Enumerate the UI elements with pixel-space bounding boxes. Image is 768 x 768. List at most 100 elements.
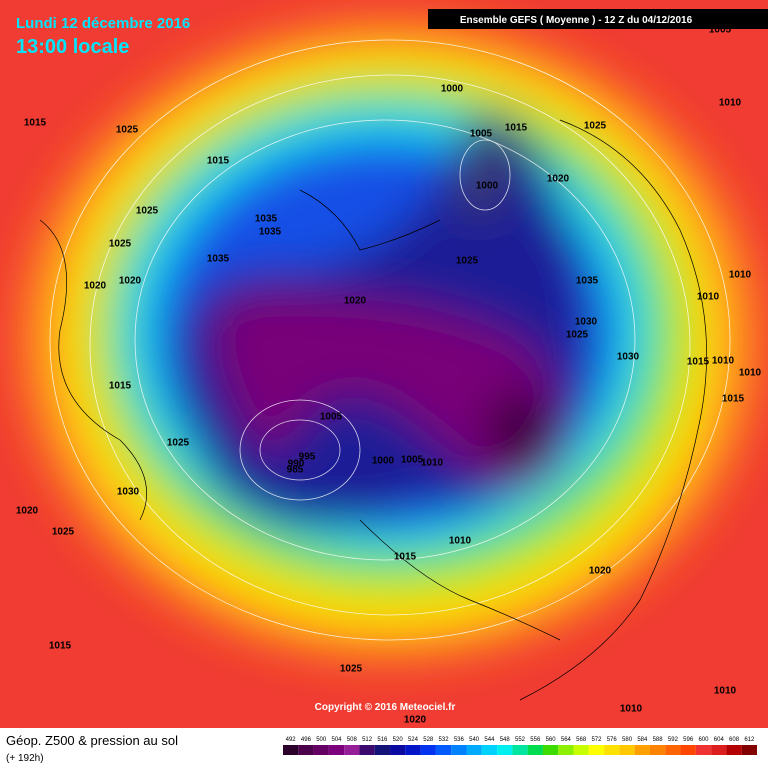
- colorbar-label: 544: [484, 737, 495, 743]
- colorbar-swatch: [542, 745, 559, 755]
- isobar-label: 1000: [476, 181, 499, 192]
- isobar-label: 1035: [576, 276, 599, 287]
- isobar-label: 1010: [729, 270, 752, 281]
- colorbar-swatch: [588, 745, 605, 755]
- isobar-label: 1000: [372, 456, 395, 467]
- isobar-label: 1025: [340, 664, 363, 675]
- date: Lundi 12 décembre 2016: [16, 15, 190, 32]
- colorbar-label: 604: [714, 737, 725, 743]
- colorbar-swatch: [558, 745, 574, 755]
- colorbar-swatch: [374, 745, 391, 755]
- isobar-label: 1020: [547, 174, 570, 185]
- isobar-label: 1030: [617, 352, 640, 363]
- colorbar-label: 508: [347, 737, 358, 743]
- isobar-label: 1025: [116, 125, 139, 136]
- colorbar-swatch: [634, 745, 650, 755]
- colorbar-label: 492: [286, 737, 297, 743]
- isobar-label: 1015: [207, 156, 230, 167]
- colorbar-swatch: [497, 745, 513, 755]
- isobar-label: 1020: [589, 566, 612, 577]
- isobar-label: 1005: [470, 129, 493, 140]
- colorbar-label: 592: [668, 737, 679, 743]
- isobar-label: 1010: [421, 458, 444, 469]
- colorbar-swatch: [680, 745, 696, 755]
- isobar-label: 1015: [24, 118, 47, 129]
- colorbar-swatch: [573, 745, 589, 755]
- colorbar-swatch: [435, 745, 452, 755]
- colorbar-label: 556: [530, 737, 541, 743]
- colorbar-label: 596: [683, 737, 694, 743]
- colorbar-swatch: [481, 745, 498, 755]
- colorbar-swatch: [726, 745, 742, 755]
- isobar-label: 1000: [441, 84, 464, 95]
- legend-title: Géop. Z500 & pression au sol: [6, 733, 178, 748]
- colorbar-label: 496: [301, 737, 312, 743]
- colorbar-swatch: [344, 745, 360, 755]
- isobar-label: 1005: [709, 25, 732, 36]
- colorbar-swatch: [466, 745, 482, 755]
- colorbar-label: 540: [469, 737, 480, 743]
- isobar-label: 1025: [584, 121, 607, 132]
- colorbar-label: 560: [546, 737, 557, 743]
- isobar-label: 1015: [722, 394, 745, 405]
- colorbar-swatch: [420, 745, 436, 755]
- colorbar-label: 524: [408, 737, 419, 743]
- colorbar-label: 536: [454, 737, 465, 743]
- colorbar-swatch: [328, 745, 345, 755]
- colorbar-label: 548: [500, 737, 511, 743]
- isobar-label: 985: [287, 465, 304, 476]
- isobar-label: 1010: [719, 98, 742, 109]
- time: 13:00 locale: [16, 36, 129, 58]
- colorbar-label: 564: [561, 737, 572, 743]
- copyright: Copyright © 2016 Meteociel.fr: [315, 702, 456, 713]
- colorbar-swatch: [390, 745, 406, 755]
- colorbar-swatch: [695, 745, 712, 755]
- colorbar-label: 504: [332, 737, 343, 743]
- colorbar-label: 528: [423, 737, 434, 743]
- isobar-label: 995: [299, 452, 316, 463]
- isobar-label: 1010: [449, 536, 472, 547]
- colorbar-swatch: [604, 745, 620, 755]
- isobar-label: 1025: [456, 256, 479, 267]
- isobar-label: 1020: [344, 296, 367, 307]
- colorbar-label: 500: [316, 737, 327, 743]
- isobar-label: 1015: [49, 641, 72, 652]
- colorbar-swatch: [665, 745, 681, 755]
- isobars: [49, 39, 731, 641]
- geopotential-field: [20, 20, 760, 660]
- isobar-label: 1010: [620, 704, 643, 715]
- colorbar-swatch: [512, 745, 528, 755]
- colorbar-swatch: [649, 745, 666, 755]
- colorbar-label: 612: [744, 737, 755, 743]
- isobar-label: 1010: [714, 686, 737, 697]
- isobar-label: 1025: [136, 206, 159, 217]
- colorbar-label: 580: [622, 737, 633, 743]
- isobar-label: 1025: [167, 438, 190, 449]
- colorbar-label: 572: [591, 737, 602, 743]
- isobar-label: 1015: [687, 357, 710, 368]
- colorbar-label: 520: [393, 737, 404, 743]
- colorbar-swatch: [283, 745, 299, 755]
- lead-time: (+ 192h): [6, 753, 44, 764]
- colorbar-swatch: [741, 745, 757, 755]
- isobar-label: 1010: [739, 368, 762, 379]
- isobar-label: 1020: [16, 506, 39, 517]
- colorbar-label: 608: [729, 737, 740, 743]
- colorbar-swatch: [298, 745, 314, 755]
- isobar-label: 1025: [566, 330, 589, 341]
- isobar-label: 1015: [394, 552, 417, 563]
- colorbar: 492 496 500 504 508 512 516 520 524 528 532 536 540 5…: [283, 737, 757, 755]
- isobar-label: 1030: [575, 317, 598, 328]
- isobar-label: 1035: [259, 227, 282, 238]
- isobar-label: 1025: [52, 527, 75, 538]
- colorbar-swatch: [527, 745, 543, 755]
- colorbar-label: 576: [607, 737, 618, 743]
- isobar-label: 1015: [505, 123, 528, 134]
- colorbar-label: 588: [653, 737, 664, 743]
- coastlines: [39, 119, 708, 701]
- colorbar-swatch: [451, 745, 467, 755]
- isobar-label: 1010: [712, 356, 735, 367]
- colorbar-label: 584: [637, 737, 648, 743]
